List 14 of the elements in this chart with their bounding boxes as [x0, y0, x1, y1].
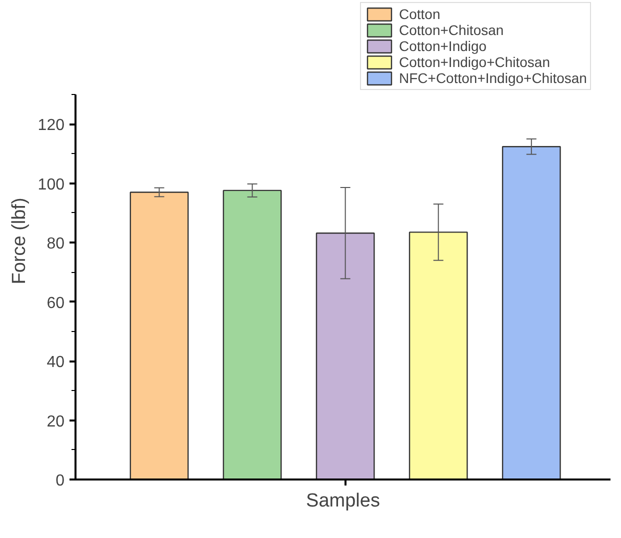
legend-label: Cotton+Indigo: [399, 38, 487, 54]
y-tick-label: 80: [46, 236, 65, 253]
y-tick-label: 60: [46, 294, 65, 312]
y-tick-label: 120: [38, 117, 65, 134]
legend-label: Cotton+Chitosan: [399, 22, 504, 38]
legend-label: Cotton+Indigo+Chitosan: [399, 54, 550, 70]
x-axis-title: Samples: [306, 490, 380, 512]
y-axis-title: Force (lbf): [8, 198, 30, 284]
legend-label: NFC+Cotton+Indigo+Chitosan: [399, 70, 587, 86]
legend-label: Cotton: [399, 6, 440, 22]
y-tick-label: 40: [46, 354, 65, 372]
y-tick-label: 0: [56, 472, 65, 490]
y-tick-label: 20: [46, 413, 65, 430]
y-tick-label: 100: [38, 176, 65, 194]
